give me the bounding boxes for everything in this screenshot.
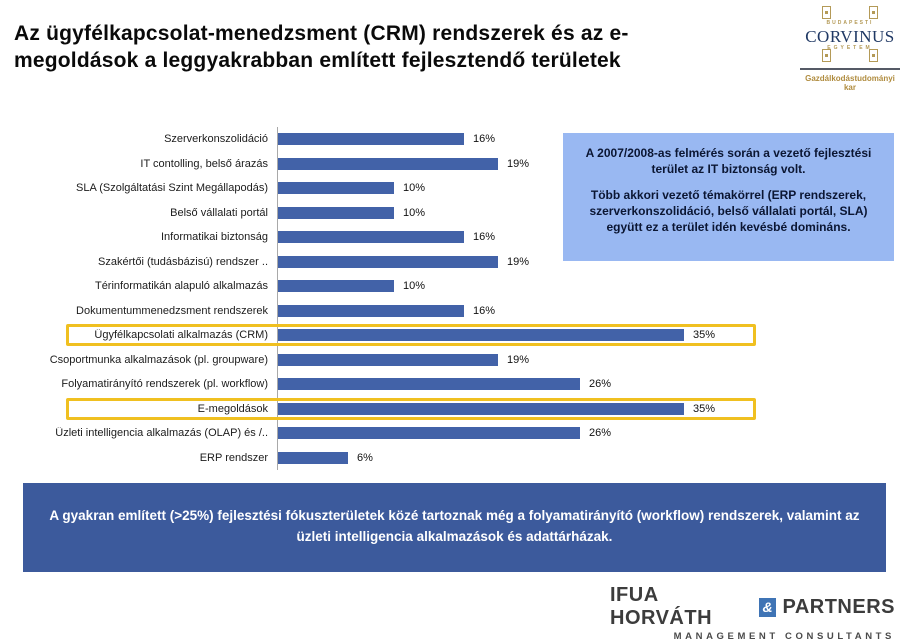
bar-area: 16% [277, 127, 892, 152]
bar [278, 206, 394, 219]
value-label: 35% [693, 329, 716, 342]
value-label: 26% [589, 427, 612, 440]
value-label: 26% [589, 378, 612, 391]
bar [278, 451, 348, 464]
bar-area: 19% [277, 151, 892, 176]
footer-box: A gyakran említett (>25%) fejlesztési fó… [23, 483, 886, 572]
chart-row: Szerverkonszolidáció 16% [14, 127, 892, 152]
bar-area: 19% [277, 249, 892, 274]
chart-rows: Szerverkonszolidáció 16% IT contolling, be… [14, 127, 892, 470]
chart-row: Szakértői (tudásbázisú) rendszer .. 19% [14, 249, 892, 274]
ifua-name-left: IFUA HORVÁTH [610, 584, 713, 629]
chart-row: IT contolling, belső árazás 19% [14, 151, 892, 176]
bar [278, 255, 498, 268]
corvinus-faculty-text: Gazdálkodástudományi kar [805, 74, 895, 92]
bar-area: 10% [277, 176, 892, 201]
bar [278, 329, 684, 342]
ifua-wordmark: IFUA HORVÁTH & PARTNERS [610, 584, 895, 630]
category-label: Üzleti intelligencia alkalmazás (OLAP) é… [55, 427, 268, 440]
chart-row: ERP rendszer 6% [14, 445, 892, 470]
bar [278, 133, 464, 146]
category-label: E-megoldások [197, 402, 268, 415]
value-label: 35% [693, 402, 716, 415]
bar [278, 402, 684, 415]
bar-area: 19% [277, 347, 892, 372]
chart-row: Térinformatikán alapuló alkalmazás 10% [14, 274, 892, 299]
page-title: Az ügyfélkapcsolat-menedzsment (CRM) ren… [14, 20, 794, 74]
info-box: A 2007/2008-as felmérés során a vezető f… [563, 133, 894, 261]
bar-area: 6% [277, 445, 892, 470]
chart-row: Belső vállalati portál 10% [14, 200, 892, 225]
bar-area: 10% [277, 200, 892, 225]
value-label: 16% [473, 304, 496, 317]
value-label: 10% [403, 182, 426, 195]
corvinus-egyetem-text: EGYETEM [827, 45, 873, 51]
chart-row: Informatikai biztonság 16% [14, 225, 892, 250]
bar [278, 182, 394, 195]
category-label: Szakértői (tudásbázisú) rendszer .. [98, 255, 268, 268]
bar [278, 280, 394, 293]
value-label: 19% [507, 353, 530, 366]
chart-row: SLA (Szolgáltatási Szint Megállapodás) 10… [14, 176, 892, 201]
corvinus-logo: BUDAPESTI CORVINUS EGYETEM Gazdálkodástu… [798, 6, 902, 92]
category-label: IT contolling, belső árazás [140, 157, 268, 170]
chart-row: Dokumentummenedzsment rendszerek 16% [14, 298, 892, 323]
ifua-subtitle: MANAGEMENT CONSULTANTS [673, 631, 895, 642]
bar [278, 378, 580, 391]
chart-row: Csoportmunka alkalmazások (pl. groupware… [14, 347, 892, 372]
value-label: 6% [357, 451, 373, 464]
bar [278, 231, 464, 244]
ifua-name-right: PARTNERS [782, 595, 895, 618]
corvinus-ornament-icon [822, 49, 831, 62]
slide: { "slide": { "title_lines": [ "Az ügyfél… [14, 6, 902, 642]
bar-area: 16% [277, 298, 892, 323]
value-label: 16% [473, 231, 496, 244]
category-label: Ügyfélkapcsolati alkalmazás (CRM) [94, 329, 268, 342]
corvinus-ornament-icon [822, 6, 831, 19]
bar-area: 10% [277, 274, 892, 299]
bar-area: 35% [277, 396, 892, 421]
corvinus-budapesti-text: BUDAPESTI [826, 20, 874, 26]
bar [278, 353, 498, 366]
corvinus-ornament-icon [869, 49, 878, 62]
value-label: 16% [473, 133, 496, 146]
category-label: Csoportmunka alkalmazások (pl. groupware… [49, 353, 268, 366]
value-label: 10% [403, 206, 426, 219]
corvinus-ornament-icon [869, 6, 878, 19]
ifua-logo: IFUA HORVÁTH & PARTNERS MANAGEMENT CONSU… [610, 584, 895, 642]
bar-area: 35% [277, 323, 892, 348]
corvinus-wordmark: CORVINUS [805, 27, 895, 46]
page-title-line2: megoldások a leggyakrabban említett fejl… [14, 49, 621, 72]
bar-area: 16% [277, 225, 892, 250]
category-label: Dokumentummenedzsment rendszerek [76, 304, 268, 317]
category-label: Térinformatikán alapuló alkalmazás [94, 280, 268, 293]
value-label: 10% [403, 280, 426, 293]
bar [278, 304, 464, 317]
category-label: ERP rendszer [199, 451, 268, 464]
value-label: 19% [507, 255, 530, 268]
chart-row: Folyamatirányító rendszerek (pl. workflo… [14, 372, 892, 397]
bar-area: 26% [277, 372, 892, 397]
page-title-line1: Az ügyfélkapcsolat-menedzsment (CRM) ren… [14, 22, 629, 45]
bar-area: 26% [277, 421, 892, 446]
bar-chart: Szerverkonszolidáció 16% IT contolling, be… [14, 127, 892, 470]
category-label: Informatikai biztonság [161, 231, 268, 244]
value-label: 19% [507, 157, 530, 170]
category-label: Szerverkonszolidáció [164, 133, 268, 146]
category-label: Belső vállalati portál [170, 206, 268, 219]
corvinus-divider [800, 68, 900, 70]
category-label: SLA (Szolgáltatási Szint Megállapodás) [76, 182, 268, 195]
bar [278, 157, 498, 170]
ifua-ampersand-icon: & [759, 597, 777, 617]
chart-row: Ügyfélkapcsolati alkalmazás (CRM) 35% [14, 323, 892, 348]
bar [278, 427, 580, 440]
info-box-paragraph-2: Több akkori vezető témakörrel (ERP rends… [589, 188, 868, 234]
footer-box-text: A gyakran említett (>25%) fejlesztési fó… [49, 508, 860, 544]
category-label: Folyamatirányító rendszerek (pl. workflo… [61, 378, 268, 391]
chart-row: E-megoldások 35% [14, 396, 892, 421]
info-box-paragraph-1: A 2007/2008-as felmérés során a vezető f… [585, 146, 872, 176]
chart-row: Üzleti intelligencia alkalmazás (OLAP) é… [14, 421, 892, 446]
